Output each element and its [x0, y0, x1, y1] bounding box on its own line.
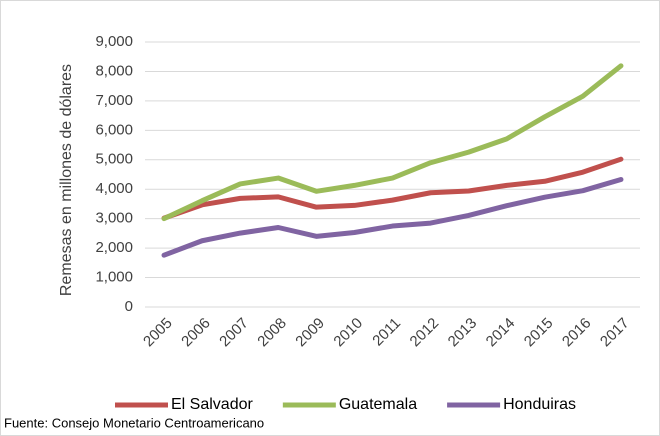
y-tick-label: 1,000: [95, 269, 133, 286]
legend-label: El Salvador: [171, 396, 253, 413]
y-tick-label: 5,000: [95, 151, 133, 168]
source-note: Fuente: Consejo Monetario Centroamerican…: [4, 415, 264, 430]
series-line: [161, 177, 624, 258]
y-axis-label: Remesas en millones de dólares: [58, 64, 75, 296]
y-tick-label: 8,000: [95, 62, 133, 79]
y-tick-label: 6,000: [95, 121, 133, 138]
legend-label: Honduiras: [503, 396, 576, 413]
y-tick-label: 3,000: [95, 210, 133, 227]
y-tick-label: 2,000: [95, 239, 133, 256]
y-tick-label: 4,000: [95, 180, 133, 197]
y-tick-label: 9,000: [95, 33, 133, 50]
y-tick-label: 7,000: [95, 92, 133, 109]
series-line: [161, 63, 624, 222]
series-line: [161, 156, 624, 221]
y-tick-label: 0: [125, 298, 133, 315]
legend-label: Guatemala: [339, 396, 417, 413]
